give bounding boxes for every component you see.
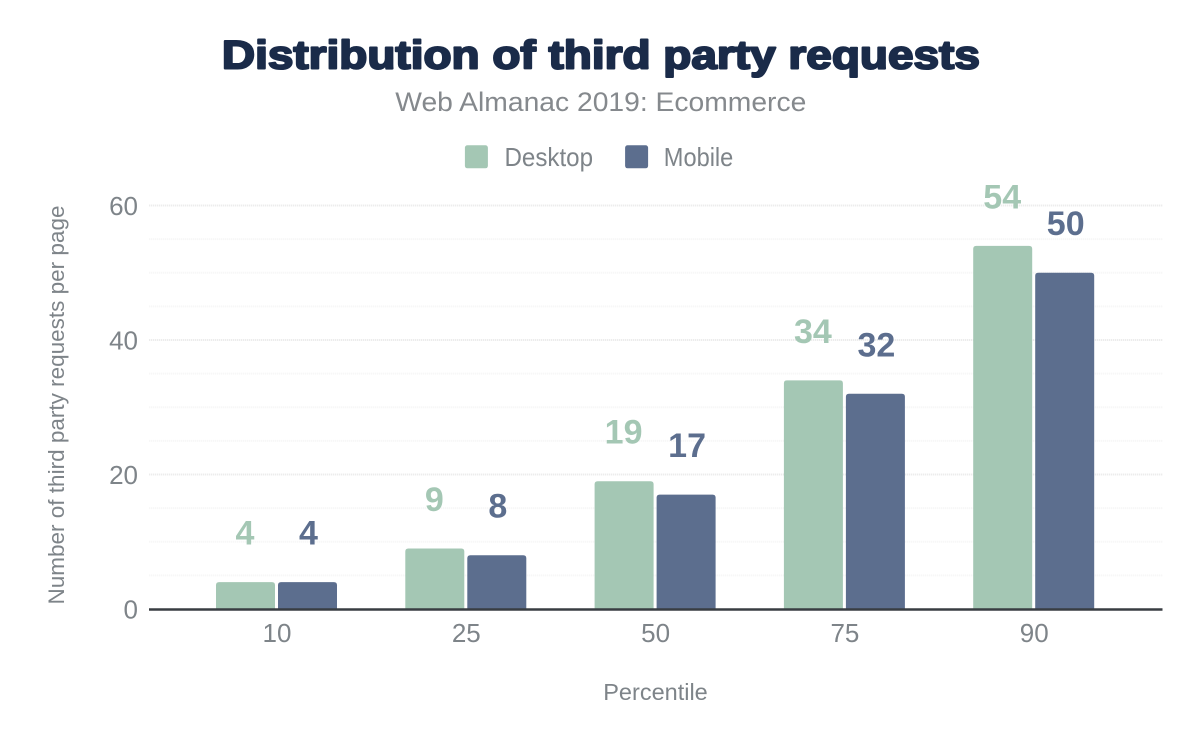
svg-text:34: 34 (794, 313, 832, 351)
svg-text:9: 9 (425, 481, 444, 519)
svg-text:90: 90 (1020, 618, 1049, 648)
svg-text:50: 50 (1047, 205, 1085, 243)
svg-text:60: 60 (109, 191, 138, 221)
svg-text:75: 75 (830, 618, 859, 648)
svg-text:4: 4 (236, 515, 255, 553)
svg-text:8: 8 (488, 488, 507, 526)
svg-text:0: 0 (124, 594, 138, 624)
svg-text:19: 19 (605, 414, 643, 452)
svg-text:40: 40 (109, 325, 138, 355)
svg-text:Number of third party requests: Number of third party requests per page (44, 206, 69, 605)
svg-text:4: 4 (299, 515, 318, 553)
svg-text:Mobile: Mobile (664, 142, 734, 172)
svg-text:20: 20 (109, 460, 138, 490)
svg-text:Desktop: Desktop (505, 142, 594, 172)
svg-text:Percentile: Percentile (603, 679, 708, 705)
svg-text:17: 17 (668, 427, 706, 465)
svg-text:50: 50 (641, 618, 670, 648)
svg-text:25: 25 (452, 618, 481, 648)
svg-text:32: 32 (857, 326, 895, 364)
svg-text:10: 10 (263, 618, 292, 648)
svg-text:Distribution of third party re: Distribution of third party requests (222, 34, 980, 78)
svg-text:Web Almanac 2019: Ecommerce: Web Almanac 2019: Ecommerce (395, 87, 806, 117)
svg-text:54: 54 (983, 178, 1021, 216)
